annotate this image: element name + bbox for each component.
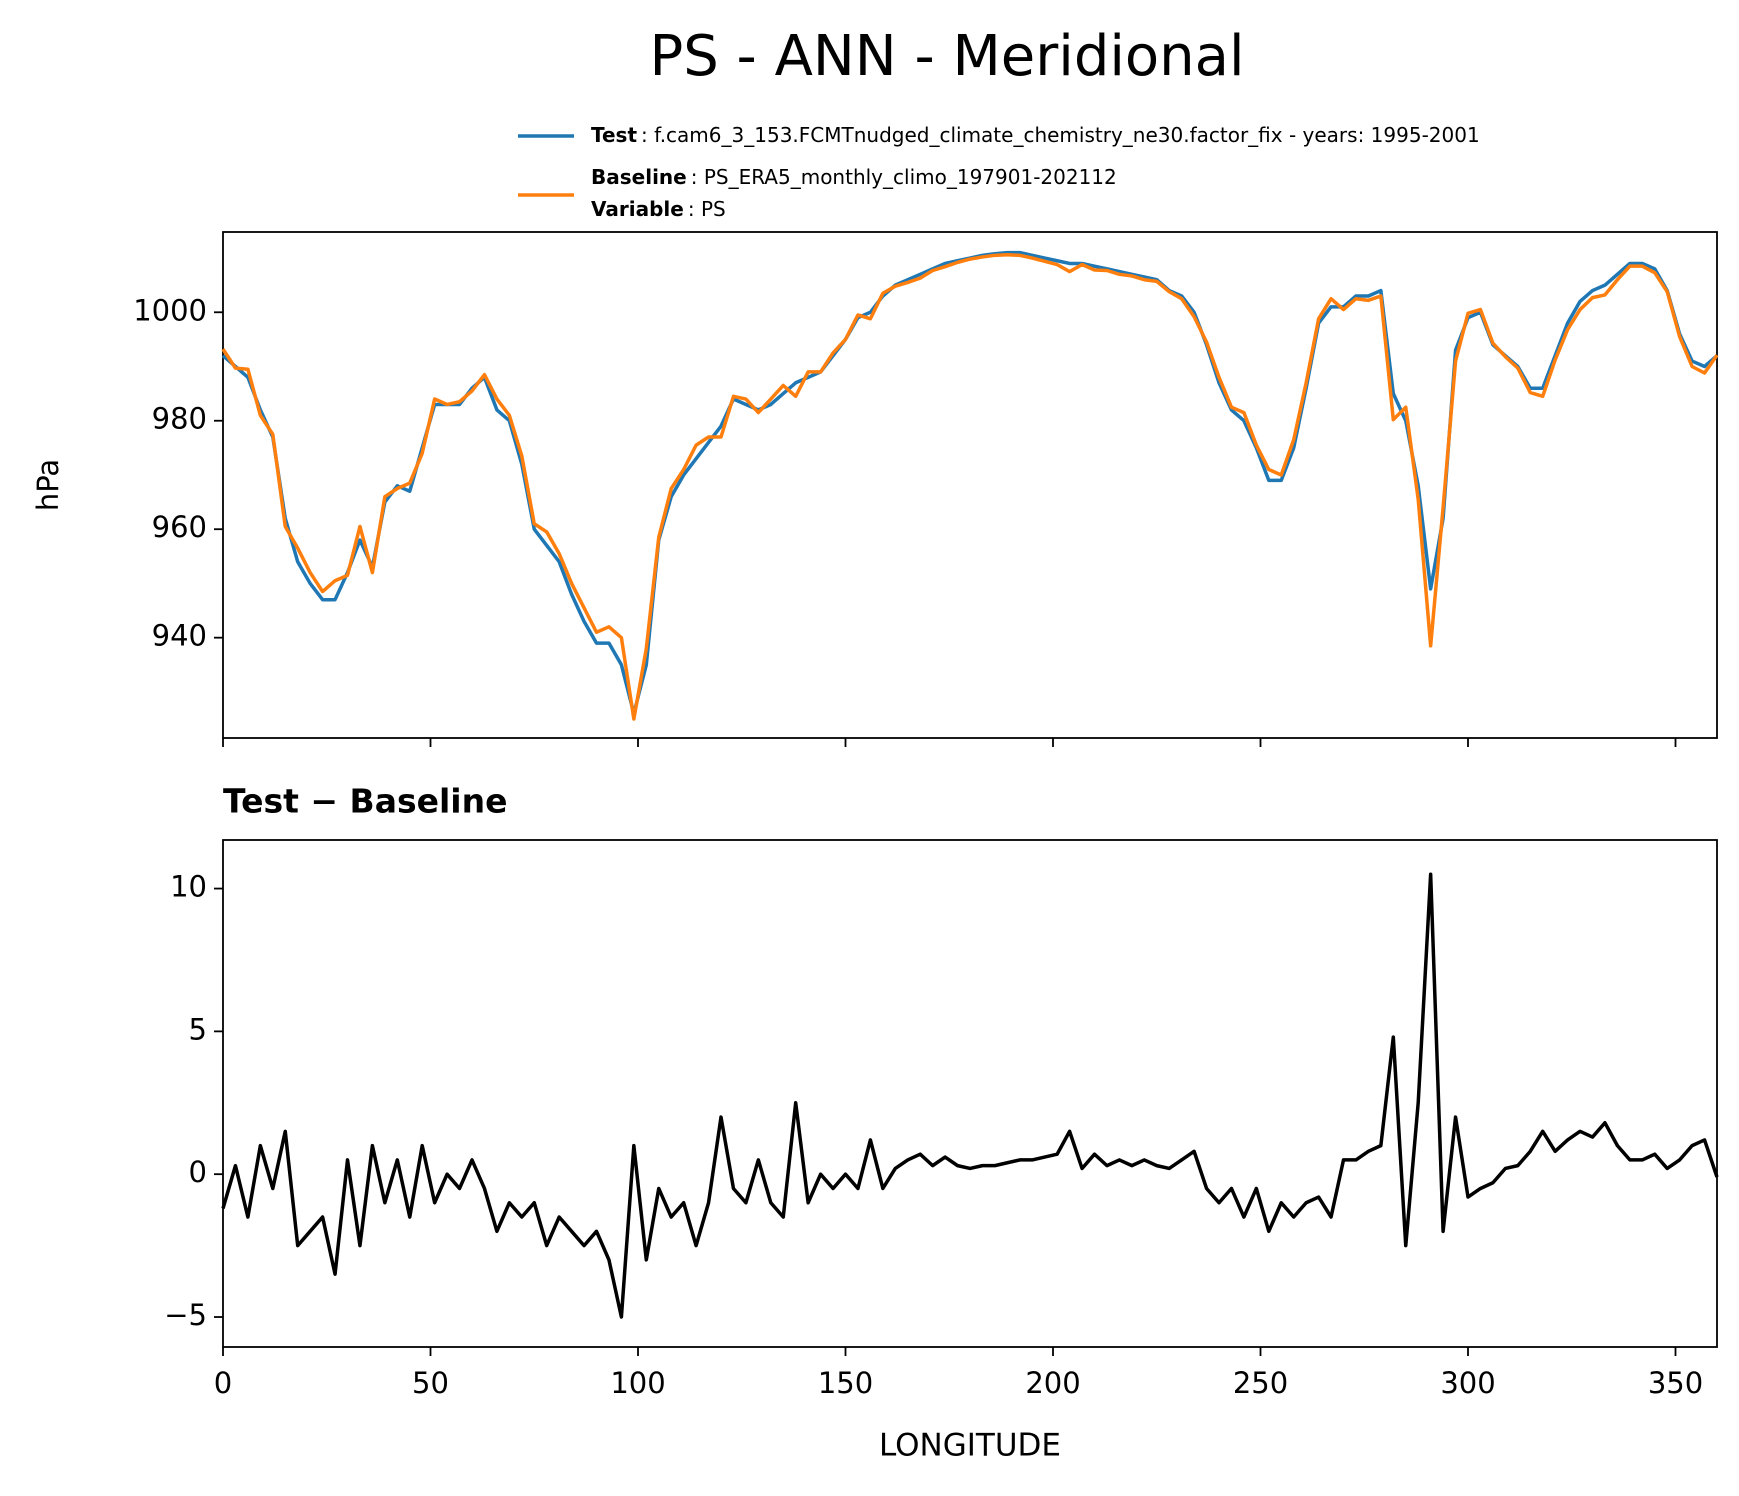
x-tick-label: 300	[1440, 1366, 1495, 1400]
y-tick-label: 960	[152, 510, 207, 544]
y-tick-label: 0	[189, 1155, 207, 1189]
y-axis-label: hPa	[31, 459, 65, 511]
legend-name: Variable	[591, 197, 684, 221]
x-tick-label: 250	[1233, 1366, 1288, 1400]
x-tick-label: 150	[818, 1366, 873, 1400]
y-tick-label: 10	[170, 870, 207, 904]
axes-frame	[222, 231, 1718, 739]
legend-entry: Baseline: PS_ERA5_monthly_climo_197901-2…	[591, 165, 1117, 189]
subplot-title: Test − Baseline	[223, 782, 508, 821]
x-tick-label: 200	[1025, 1366, 1080, 1400]
x-tick-label: 0	[214, 1366, 232, 1400]
legend-entry: Variable: PS	[591, 197, 726, 221]
x-tick-label: 100	[610, 1366, 665, 1400]
legend-label: : PS	[688, 197, 726, 221]
legend-name: Test	[591, 123, 637, 147]
legend-label: : PS_ERA5_monthly_climo_197901-202112	[691, 165, 1117, 189]
legend-entry: Test: f.cam6_3_153.FCMTnudged_climate_ch…	[591, 123, 1480, 147]
legend-name: Baseline	[591, 165, 687, 189]
y-tick-label: 5	[189, 1012, 207, 1046]
y-tick-label: 1000	[133, 293, 207, 327]
y-tick-label: −5	[164, 1298, 207, 1332]
figure-title: PS - ANN - Meridional	[649, 24, 1244, 89]
y-tick-label: 980	[152, 402, 207, 436]
y-tick-label: 940	[152, 619, 207, 653]
axes-frame	[222, 839, 1718, 1348]
x-tick-label: 350	[1648, 1366, 1703, 1400]
x-axis-label: LONGITUDE	[879, 1428, 1061, 1464]
data-line	[221, 872, 1719, 1319]
x-tick-label: 50	[412, 1366, 449, 1400]
data-line	[221, 253, 1719, 721]
legend-label: : f.cam6_3_153.FCMTnudged_climate_chemis…	[641, 123, 1480, 147]
data-line	[221, 250, 1719, 716]
